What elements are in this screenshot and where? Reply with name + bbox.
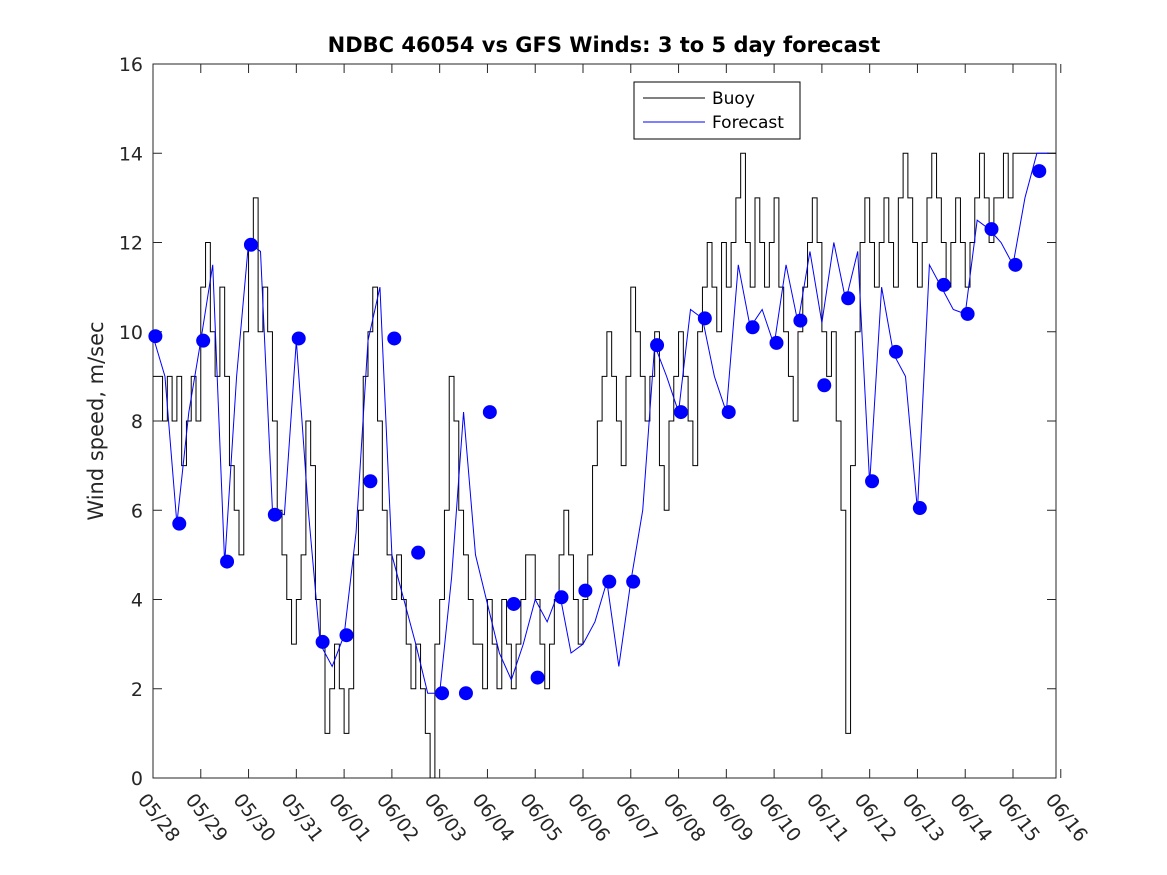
forecast-marker (912, 501, 927, 516)
forecast-marker (745, 320, 760, 335)
x-tick-label: 06/04 (468, 790, 519, 847)
x-tick-label: 06/11 (802, 790, 853, 847)
x-tick-label: 06/01 (324, 790, 375, 847)
forecast-marker (602, 574, 617, 589)
x-tick-label: 05/30 (229, 790, 280, 847)
buoy-series-line (153, 152, 1056, 778)
forecast-marker (339, 628, 354, 643)
x-tick-label: 06/12 (850, 790, 901, 847)
forecast-marker (148, 329, 163, 344)
forecast-marker (243, 237, 258, 252)
forecast-marker (291, 331, 306, 346)
x-tick-label: 06/09 (706, 790, 757, 847)
forecast-marker (458, 686, 473, 701)
x-tick-label: 06/07 (611, 790, 662, 847)
forecast-marker (769, 335, 784, 350)
x-tick-label: 06/16 (1041, 790, 1092, 847)
forecast-marker (387, 331, 402, 346)
forecast-marker (841, 291, 856, 306)
x-tick-label: 06/03 (420, 790, 471, 847)
y-tick-label: 4 (131, 590, 143, 612)
forecast-marker (220, 554, 235, 569)
legend-buoy-label: Buoy (712, 89, 755, 109)
forecast-marker (172, 516, 187, 531)
chart-title: NDBC 46054 vs GFS Winds: 3 to 5 day fore… (328, 33, 881, 57)
forecast-marker (984, 222, 999, 237)
x-tick-label: 06/02 (372, 790, 423, 847)
forecast-marker (650, 338, 665, 353)
forecast-marker (865, 474, 880, 489)
forecast-marker (817, 378, 832, 393)
forecast-marker (578, 583, 593, 598)
y-tick-label: 12 (119, 233, 143, 255)
forecast-marker (721, 405, 736, 420)
y-tick-label: 2 (131, 679, 143, 701)
forecast-marker (960, 306, 975, 321)
forecast-marker (435, 686, 450, 701)
x-tick-label: 06/08 (659, 790, 710, 847)
forecast-marker (363, 474, 378, 489)
forecast-marker (196, 333, 211, 348)
x-tick-label: 06/06 (563, 790, 614, 847)
y-tick-label: 8 (131, 411, 143, 433)
forecast-marker (936, 277, 951, 292)
y-tick-label: 10 (119, 322, 143, 344)
plot-area: 024681012141605/2805/2905/3005/3106/0106… (119, 54, 1092, 846)
forecast-marker (482, 405, 497, 420)
forecast-marker (793, 313, 808, 328)
y-tick-label: 16 (119, 54, 143, 76)
legend-box (633, 81, 801, 140)
x-tick-label: 05/29 (181, 790, 232, 847)
forecast-marker (554, 590, 569, 605)
x-tick-label: 06/05 (515, 790, 566, 847)
y-tick-label: 14 (119, 143, 143, 165)
forecast-marker (626, 574, 641, 589)
x-tick-label: 06/15 (993, 790, 1044, 847)
forecast-marker (411, 545, 426, 560)
y-tick-label: 0 (131, 768, 143, 790)
forecast-marker (888, 344, 903, 359)
x-tick-label: 06/14 (945, 790, 996, 847)
forecast-marker (697, 311, 712, 326)
forecast-marker (1008, 257, 1023, 272)
forecast-series-line (153, 152, 1049, 694)
legend: Buoy Forecast (633, 81, 801, 140)
forecast-marker (267, 507, 282, 522)
forecast-marker (530, 670, 545, 685)
x-tick-label: 05/28 (133, 790, 184, 847)
x-tick-label: 05/31 (276, 790, 327, 847)
y-tick-label: 6 (131, 500, 143, 522)
x-tick-label: 06/13 (898, 790, 949, 847)
forecast-marker (315, 634, 330, 649)
x-tick-label: 06/10 (754, 790, 805, 847)
y-axis-label: Wind speed, m/sec (84, 321, 108, 520)
axes-box (152, 63, 1057, 779)
forecast-marker (1032, 164, 1047, 179)
forecast-marker (506, 596, 521, 611)
forecast-marker (673, 405, 688, 420)
legend-forecast-label: Forecast (712, 113, 784, 133)
